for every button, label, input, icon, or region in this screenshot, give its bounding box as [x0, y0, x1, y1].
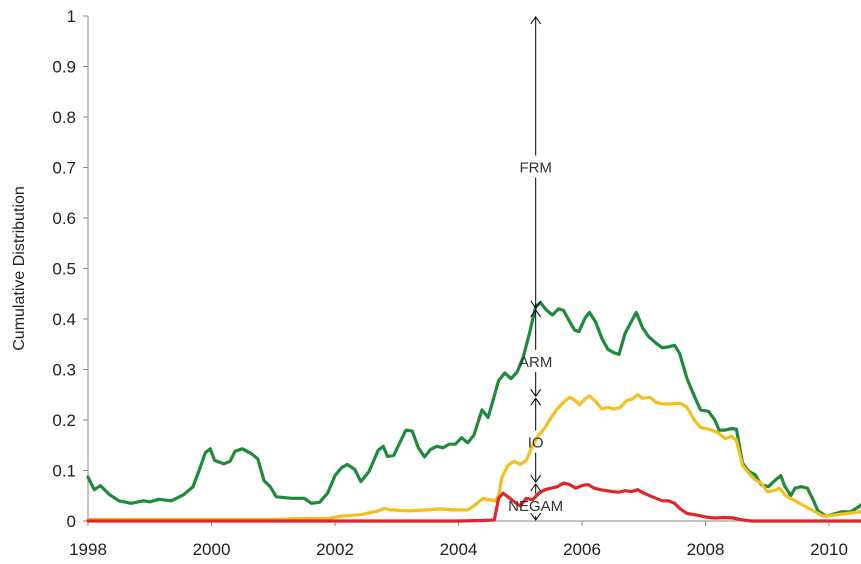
y-tick-label: 0.9 [52, 58, 76, 77]
y-tick-label: 0.5 [52, 260, 76, 279]
series-line-1 [86, 301, 861, 518]
y-tick-label: 0.6 [52, 209, 76, 228]
annotation-label: FRM [519, 160, 552, 177]
y-axis-label: Cumulative Distribution [11, 186, 28, 351]
series-line-2 [86, 393, 861, 522]
x-tick-label: 2002 [316, 540, 354, 559]
annotation-label: ARM [519, 354, 552, 371]
series-line-3 [86, 481, 861, 523]
x-tick-label: 2004 [440, 540, 478, 559]
annotation-arrow-down [530, 512, 542, 521]
y-tick-label: 0.7 [52, 159, 76, 178]
y-tick-label: 0 [67, 512, 76, 531]
y-tick-label: 0.4 [52, 310, 76, 329]
y-tick-label: 0.8 [52, 108, 76, 127]
annotation-arrow-up [530, 16, 542, 25]
annotation-arrow-up [530, 397, 542, 406]
annotation-arrow-down [530, 300, 542, 309]
annotation-label: IO [528, 435, 544, 452]
annotation-layer: FRM ARM IO NEGAM [508, 16, 563, 521]
y-axis-ticks: 0 0.1 0.2 0.3 0.4 0.5 0.6 0.7 0.8 0.9 1 [52, 7, 88, 531]
x-tick-label: 1998 [69, 540, 107, 559]
x-tick-label: 2006 [563, 540, 601, 559]
x-tick-label: 2000 [193, 540, 231, 559]
x-axis-ticks: 1998 2000 2002 2004 2006 2008 2010 [69, 521, 848, 559]
annotation-arrow-down [530, 474, 542, 483]
annotation-arrow-down [530, 388, 542, 398]
y-tick-label: 0.3 [52, 361, 76, 380]
annotation-arrow-up [530, 483, 542, 492]
x-tick-label: 2010 [810, 540, 848, 559]
y-tick-label: 0.1 [52, 462, 76, 481]
y-tick-label: 1 [67, 7, 76, 26]
y-tick-label: 0.2 [52, 411, 76, 430]
series-layer [86, 301, 861, 523]
x-tick-label: 2008 [687, 540, 725, 559]
annotation-arrow-up [530, 309, 542, 318]
annotation-label: NEGAM [508, 498, 563, 515]
